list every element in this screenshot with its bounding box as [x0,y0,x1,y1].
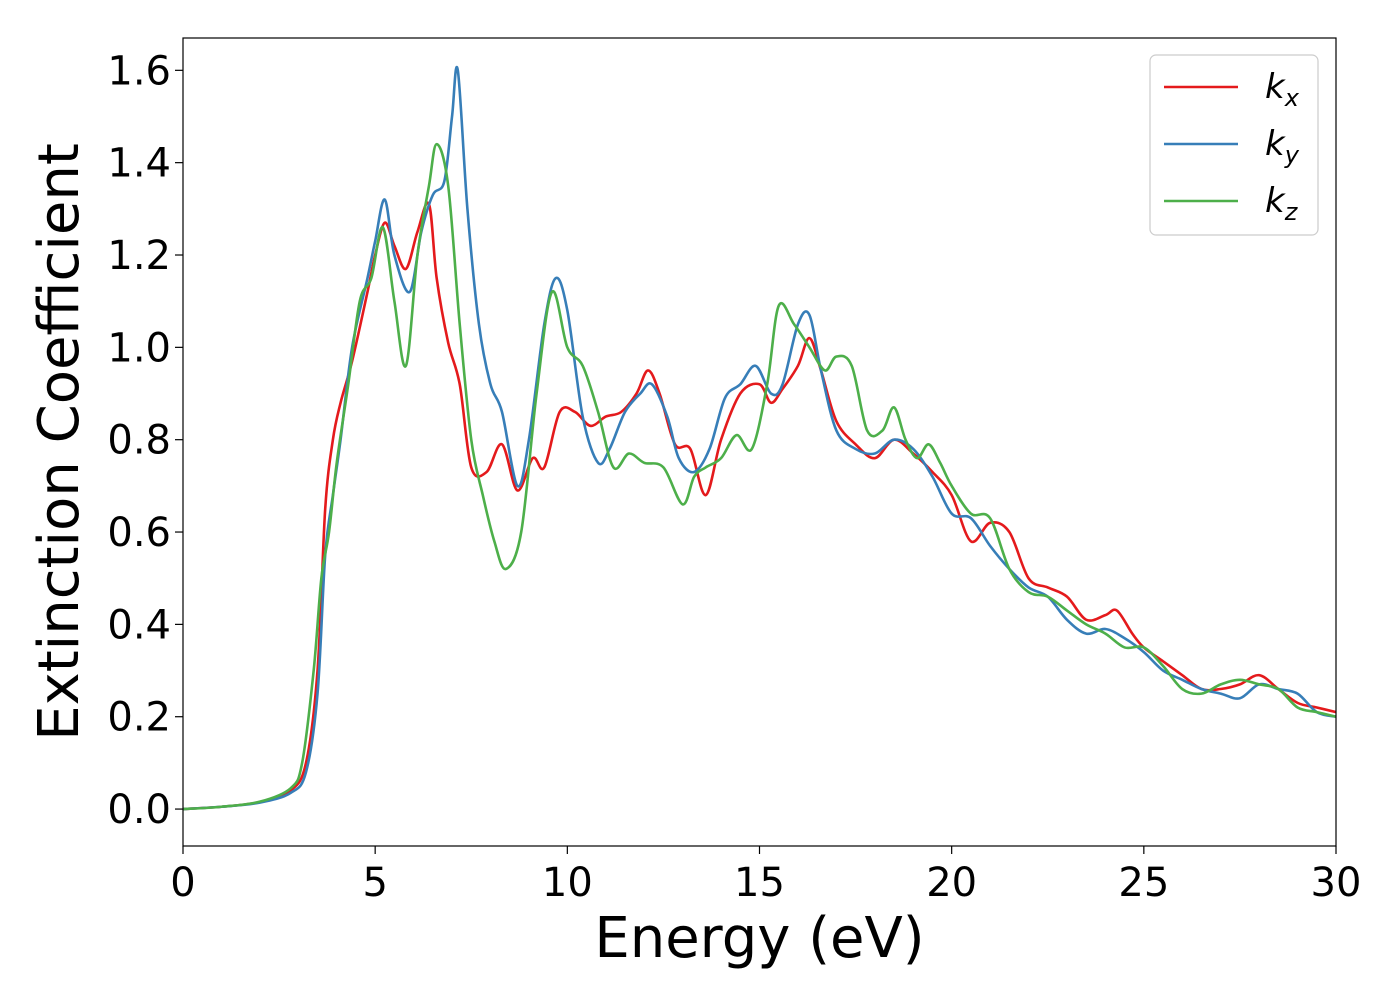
y-tick-label: 0.6 [107,510,171,556]
legend-label-subscript: y [1284,141,1300,169]
x-tick-label: 30 [1311,860,1362,906]
y-tick-label: 0.8 [107,418,171,464]
x-tick-label: 15 [734,860,785,906]
legend-label-kx: kx [1265,67,1300,112]
legend-label-kz: kz [1265,181,1299,226]
series-line-kz [183,142,1336,811]
y-tick-label: 1.0 [107,325,171,371]
y-tick-label: 1.6 [107,48,171,94]
x-axis-title: Energy (eV) [594,906,924,971]
legend-label-main: k [1265,124,1286,164]
x-tick-label: 25 [1118,860,1169,906]
y-tick-label: 0.0 [107,787,171,833]
series-line-ky [183,65,1336,811]
y-axis-title: Extinction Coefficient [27,143,92,741]
x-tick-label: 5 [362,860,387,906]
y-tick-label: 0.2 [107,695,171,741]
legend-label-subscript: x [1284,84,1300,112]
series-line-kx [183,201,1336,811]
x-tick-label: 20 [926,860,977,906]
legend-label-subscript: z [1284,198,1299,226]
x-tick-label: 10 [542,860,593,906]
series-layer [183,65,1336,811]
y-axis: 0.0 0.2 0.4 0.6 0.8 1.0 1.2 1.4 1.6 [107,48,183,833]
y-tick-label: 1.4 [107,141,171,187]
legend-label-main: k [1265,67,1286,107]
legend-label-ky: ky [1265,124,1300,169]
x-axis: 0 5 10 15 20 25 30 [170,846,1361,906]
x-tick-label: 0 [170,860,195,906]
y-tick-label: 1.2 [107,233,171,279]
y-tick-label: 0.4 [107,602,171,648]
legend-label-main: k [1265,181,1286,221]
